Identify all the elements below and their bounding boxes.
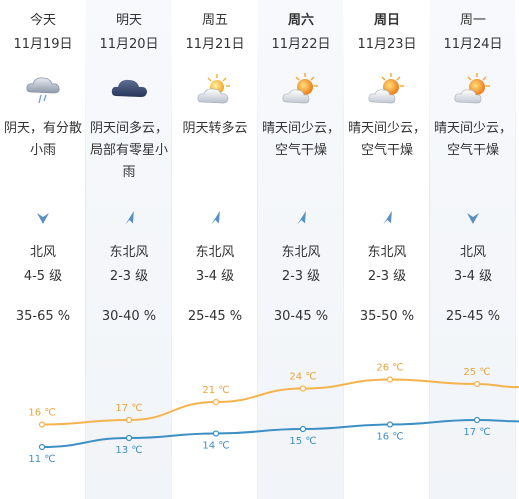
sunny-cloud-icon	[281, 72, 321, 106]
wind-direction-arrow-icon	[208, 210, 222, 225]
day-column: 周日 11月23日 晴天间少云，空气干燥 东北风 2-3 级 35-50 %	[344, 0, 430, 499]
sunny-cloud-icon	[367, 72, 407, 106]
wind-direction-arrow-icon	[380, 210, 394, 225]
low-temperature-label: 11 ℃	[28, 454, 55, 465]
humidity-range: 35-65 %	[15, 309, 71, 324]
wind-direction: 东北风	[195, 245, 235, 260]
high-temperature-label: 21 ℃	[202, 385, 229, 396]
low-temperature-label: 13 ℃	[115, 445, 142, 456]
wind-direction: 北风	[459, 245, 486, 260]
low-temperature-label: 16 ℃	[376, 432, 403, 443]
wind-direction-arrow-icon	[122, 210, 136, 225]
rain-cloud-icon	[23, 72, 63, 106]
day-name: 周五	[201, 13, 228, 28]
wind-direction-arrow-icon	[466, 210, 480, 224]
day-column: 今天 11月19日 阴天，有分散小雨 北风 4-5 级 35-65 %	[0, 0, 86, 499]
low-temperature-label: 17 ℃	[463, 427, 490, 438]
high-temperature-label: 17 ℃	[115, 403, 142, 414]
column-divider	[257, 0, 258, 499]
humidity-range: 25-45 %	[445, 309, 501, 324]
column-divider	[85, 0, 86, 499]
wind-direction-arrow-icon	[294, 210, 308, 225]
day-date: 11月21日	[185, 37, 245, 52]
high-temperature-point	[212, 398, 220, 406]
weather-description: 阴天间多云，局部有零星小雨	[90, 121, 169, 180]
weather-description: 晴天间少云，空气干燥	[262, 121, 341, 158]
sunny-cloud-icon	[453, 72, 493, 106]
day-column: 周一 11月24日 晴天间少云，空气干燥 北风 3-4 级 25-45 %	[430, 0, 516, 499]
day-name: 明天	[115, 13, 142, 28]
humidity-range: 30-40 %	[101, 309, 157, 324]
high-temperature-label: 16 ℃	[28, 408, 55, 419]
wind-direction: 东北风	[367, 245, 407, 260]
weather-description: 阴天转多云	[182, 121, 248, 136]
wind-direction-arrow-icon	[36, 210, 50, 224]
wind-level: 2-3 级	[109, 269, 149, 284]
low-temperature-point	[299, 425, 307, 433]
low-temperature-label: 14 ℃	[202, 441, 229, 452]
humidity-range: 25-45 %	[187, 309, 243, 324]
low-temperature-point	[386, 421, 394, 428]
wind-direction: 东北风	[109, 245, 149, 260]
wind-direction: 东北风	[281, 245, 321, 260]
dark-cloud-icon	[109, 72, 149, 106]
humidity-range: 35-50 %	[359, 309, 415, 324]
weather-description: 晴天间少云，空气干燥	[434, 121, 513, 158]
weather-description: 晴天间少云，空气干燥	[348, 121, 427, 158]
temperature-chart: 16 ℃ 17 ℃ 21 ℃ 24 ℃ 26 ℃ 25 ℃ 11 ℃ 13 ℃ 14 ℃ 15 ℃…	[28, 363, 519, 465]
high-temperature-label: 24 ℃	[289, 372, 316, 383]
high-temperature-point	[299, 385, 307, 392]
day-name: 周一	[459, 13, 486, 28]
low-temperature-point	[125, 434, 133, 442]
low-temperature-label: 15 ℃	[289, 436, 316, 447]
low-temperature-point	[38, 443, 46, 451]
low-temperature-point	[473, 416, 481, 424]
high-temperature-point	[125, 416, 133, 424]
wind-level: 3-4 级	[195, 269, 235, 284]
low-temperature-line	[41, 418, 519, 448]
sun-cloud-icon	[195, 72, 235, 106]
day-date: 11月19日	[13, 37, 73, 52]
day-date: 11月22日	[271, 37, 331, 52]
day-date: 11月23日	[357, 37, 417, 52]
wind-direction: 北风	[29, 245, 56, 260]
weather-description: 阴天，有分散小雨	[4, 121, 83, 158]
day-column: 周五 11月21日 阴天转多云 东北风 3-4 级 25-45 %	[172, 0, 258, 499]
high-temperature-point	[38, 421, 46, 428]
column-divider	[515, 0, 516, 499]
high-temperature-label: 26 ℃	[376, 363, 403, 374]
wind-level: 2-3 级	[367, 269, 407, 284]
wind-level: 4-5 级	[23, 269, 63, 284]
day-name: 周日	[373, 13, 400, 28]
day-date: 11月24日	[443, 37, 503, 52]
low-temperature-point	[212, 430, 220, 437]
high-temperature-line	[41, 378, 519, 426]
column-divider	[343, 0, 344, 499]
column-divider	[171, 0, 172, 499]
high-temperature-point	[473, 380, 481, 388]
day-column: 周六 11月22日 晴天间少云，空气干燥 东北风 2-3 级 30-45 %	[258, 0, 344, 499]
column-divider	[429, 0, 430, 499]
high-temperature-label: 25 ℃	[463, 367, 490, 378]
humidity-range: 30-45 %	[273, 309, 329, 324]
wind-level: 3-4 级	[453, 269, 493, 284]
day-name: 今天	[29, 13, 56, 28]
wind-level: 2-3 级	[281, 269, 321, 284]
high-temperature-point	[386, 376, 394, 383]
day-date: 11月20日	[99, 37, 159, 52]
day-name: 周六	[287, 13, 314, 28]
